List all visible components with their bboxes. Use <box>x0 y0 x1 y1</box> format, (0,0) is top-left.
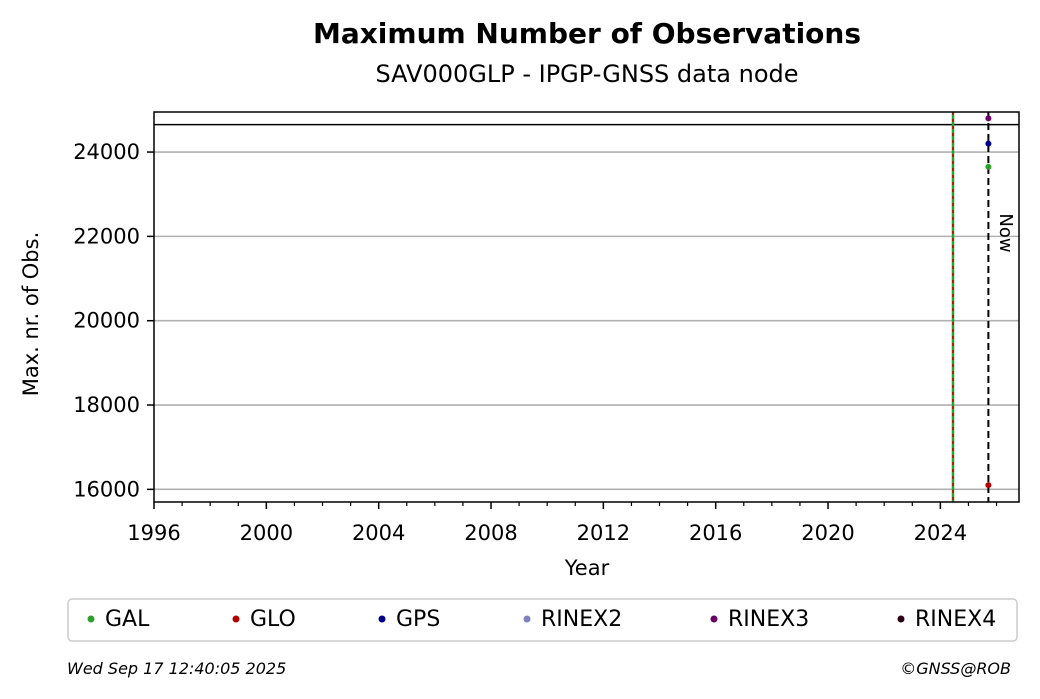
plot-frame <box>153 111 1020 503</box>
chart-title: Maximum Number of Observations <box>313 17 861 50</box>
axes: 16000 18000 20000 22000 24000 1996 2000 2004 200… <box>73 111 1020 545</box>
data-point-glo <box>985 482 992 489</box>
x-tick-label: 2008 <box>464 521 517 545</box>
legend-label-gal: GAL <box>105 607 150 632</box>
legend-marker-rinex3 <box>710 615 718 623</box>
y-tick-label: 24000 <box>73 140 140 164</box>
footer-timestamp: Wed Sep 17 12:40:05 2025 <box>67 659 286 678</box>
legend-marker-glo <box>232 615 240 623</box>
y-tick-label: 18000 <box>73 393 140 417</box>
y-tick-label: 22000 <box>73 224 140 248</box>
legend-label-glo: GLO <box>250 607 296 632</box>
chart-subtitle: SAV000GLP - IPGP-GNSS data node <box>375 60 798 88</box>
legend-label-rinex3: RINEX3 <box>728 607 809 632</box>
legend-label-gps: GPS <box>396 607 440 632</box>
x-tick-label: 1996 <box>127 521 180 545</box>
legend-marker-gps <box>378 615 386 623</box>
legend-box <box>67 598 1018 642</box>
data-point-gps <box>985 140 992 147</box>
vertical-markers: Now <box>951 112 1016 502</box>
legend-marker-gal <box>87 615 95 623</box>
y-tick-label: 16000 <box>73 477 140 501</box>
y-tick-label: 20000 <box>73 309 140 333</box>
data-points <box>985 115 992 489</box>
now-label: Now <box>995 213 1016 252</box>
legend: GAL GLO GPS RINEX2 RINEX3 RINEX4 <box>87 607 996 632</box>
x-axis-label: Year <box>564 556 610 580</box>
data-point-gal <box>985 163 992 170</box>
x-tick-label: 2024 <box>914 521 967 545</box>
data-point-rinex3 <box>985 115 992 122</box>
x-tick-label: 2012 <box>577 521 630 545</box>
legend-marker-rinex2 <box>523 615 531 623</box>
footer-copyright: ©GNSS@ROB <box>900 659 1011 678</box>
legend-label-rinex4: RINEX4 <box>915 607 996 632</box>
x-tick-label: 2004 <box>352 521 405 545</box>
x-tick-label: 2016 <box>689 521 742 545</box>
legend-label-rinex2: RINEX2 <box>541 607 622 632</box>
y-axis-label: Max. nr. of Obs. <box>19 232 43 397</box>
legend-marker-rinex4 <box>897 615 905 623</box>
x-tick-label: 2020 <box>801 521 854 545</box>
grid-lines <box>154 123 1019 491</box>
x-tick-label: 2000 <box>240 521 293 545</box>
